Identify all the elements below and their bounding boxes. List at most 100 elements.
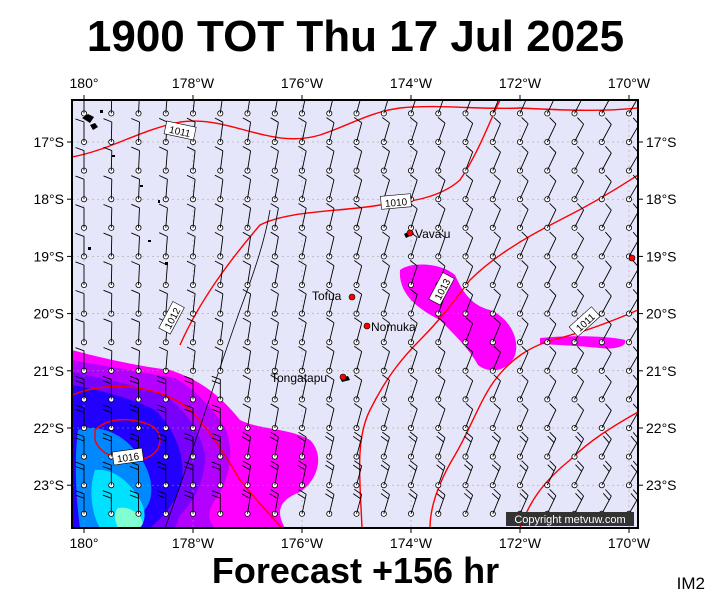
wind-barb bbox=[598, 260, 612, 288]
wind-barb bbox=[298, 346, 307, 374]
wind-barb bbox=[131, 261, 142, 288]
wind-barb bbox=[242, 346, 252, 374]
wind-barb bbox=[571, 231, 585, 260]
wind-barb bbox=[544, 460, 557, 489]
place-markers: Vava'u Tofua Nomuka Tongatapu bbox=[271, 227, 636, 385]
place-label: Vava'u bbox=[415, 227, 450, 241]
wind-barb bbox=[408, 374, 418, 403]
wind-barb bbox=[517, 231, 529, 260]
wind-barb bbox=[242, 231, 252, 260]
wind-barb bbox=[435, 374, 446, 403]
wind-barb bbox=[626, 146, 638, 174]
wind-barb bbox=[598, 317, 612, 346]
wind-barb bbox=[184, 490, 196, 517]
wind-barb bbox=[353, 202, 363, 231]
wind-barb bbox=[598, 403, 612, 431]
wind-barb bbox=[298, 317, 307, 346]
isobar bbox=[179, 100, 501, 346]
wind-barb bbox=[214, 232, 224, 260]
wind-barb bbox=[103, 347, 115, 374]
isobar-labels: 1011 1010 1013 1012 1011 1016 bbox=[111, 120, 601, 465]
wind-barb bbox=[489, 374, 501, 403]
isobar bbox=[94, 419, 161, 462]
wind-barb bbox=[489, 202, 501, 231]
wind-barb bbox=[380, 431, 390, 460]
longitude-label: 178°W bbox=[172, 75, 215, 91]
wind-barb bbox=[626, 203, 638, 231]
wind-barb bbox=[598, 289, 612, 317]
latitude-label: 19°S bbox=[33, 248, 64, 264]
wind-barb bbox=[129, 404, 142, 431]
wind-barb bbox=[380, 488, 390, 517]
axis-ticks bbox=[67, 95, 643, 533]
latitude-label: 17°S bbox=[33, 134, 64, 150]
island bbox=[148, 240, 151, 242]
wind-barb bbox=[353, 345, 363, 374]
wind-barb bbox=[380, 117, 390, 145]
island-group bbox=[82, 110, 414, 382]
wind-barb bbox=[544, 317, 557, 346]
wind-barb bbox=[157, 490, 169, 517]
wind-barb bbox=[517, 317, 529, 346]
wind-barb bbox=[75, 375, 87, 403]
wind-barb bbox=[270, 146, 279, 174]
wind-barb bbox=[353, 117, 363, 145]
wind-barb bbox=[75, 232, 87, 260]
wind-barb bbox=[517, 145, 529, 174]
isobar bbox=[358, 174, 638, 528]
wind-barb bbox=[75, 175, 87, 203]
wind-barb bbox=[214, 289, 224, 317]
longitude-labels-top: 180° 178°W 176°W 174°W 172°W 170°W bbox=[70, 75, 651, 91]
wind-barb bbox=[325, 460, 335, 489]
isobar bbox=[429, 309, 638, 528]
wind-barb bbox=[214, 203, 224, 231]
latitude-label: 20°S bbox=[646, 306, 677, 322]
wind-barb bbox=[184, 404, 196, 431]
wind-barb bbox=[186, 174, 196, 203]
wind-barb bbox=[270, 117, 279, 145]
wind-barb bbox=[242, 117, 252, 145]
wind-barb bbox=[408, 345, 418, 374]
precip-area bbox=[540, 336, 626, 349]
wind-barb bbox=[626, 100, 638, 117]
wind-barb bbox=[435, 460, 446, 489]
wind-barb bbox=[380, 403, 390, 431]
wind-barb bbox=[131, 175, 142, 203]
wind-barb bbox=[186, 232, 196, 260]
wind-barb bbox=[242, 174, 252, 203]
wind-barb bbox=[598, 231, 612, 260]
island bbox=[140, 185, 143, 187]
wind-barb bbox=[517, 403, 529, 431]
wind-barb bbox=[157, 461, 169, 489]
wind-barb bbox=[352, 488, 363, 517]
place-marker bbox=[339, 373, 347, 381]
island bbox=[112, 155, 115, 157]
wind-barb bbox=[103, 261, 115, 288]
latitude-labels-right: 17°S 18°S 19°S 20°S 21°S 22°S 23°S bbox=[646, 134, 677, 493]
wind-barb bbox=[408, 117, 418, 145]
wind-barb bbox=[544, 260, 557, 288]
wind-barb bbox=[571, 174, 585, 203]
wind-barb bbox=[217, 100, 224, 117]
wind-barb bbox=[462, 431, 474, 460]
longitude-label: 178°W bbox=[172, 535, 215, 551]
wind-barb bbox=[75, 433, 87, 460]
wind-barb bbox=[157, 375, 169, 403]
wind-barb bbox=[75, 204, 87, 231]
wind-barb bbox=[489, 460, 501, 489]
wind-barb bbox=[184, 375, 196, 403]
isobar-label: 1010 bbox=[385, 197, 409, 210]
wind-barb bbox=[353, 260, 363, 288]
wind-barb bbox=[462, 117, 474, 145]
wind-barb bbox=[462, 260, 474, 288]
wind-barb bbox=[326, 403, 335, 431]
isobar-label: 1011 bbox=[168, 125, 192, 140]
wind-barb bbox=[270, 231, 279, 260]
wind-barb bbox=[269, 432, 279, 460]
precip-area bbox=[399, 264, 517, 371]
wind-barb bbox=[408, 317, 418, 346]
place-marker bbox=[348, 293, 356, 301]
latitude-label: 18°S bbox=[646, 191, 677, 207]
wind-barb bbox=[489, 488, 501, 517]
longitude-label: 180° bbox=[70, 75, 99, 91]
